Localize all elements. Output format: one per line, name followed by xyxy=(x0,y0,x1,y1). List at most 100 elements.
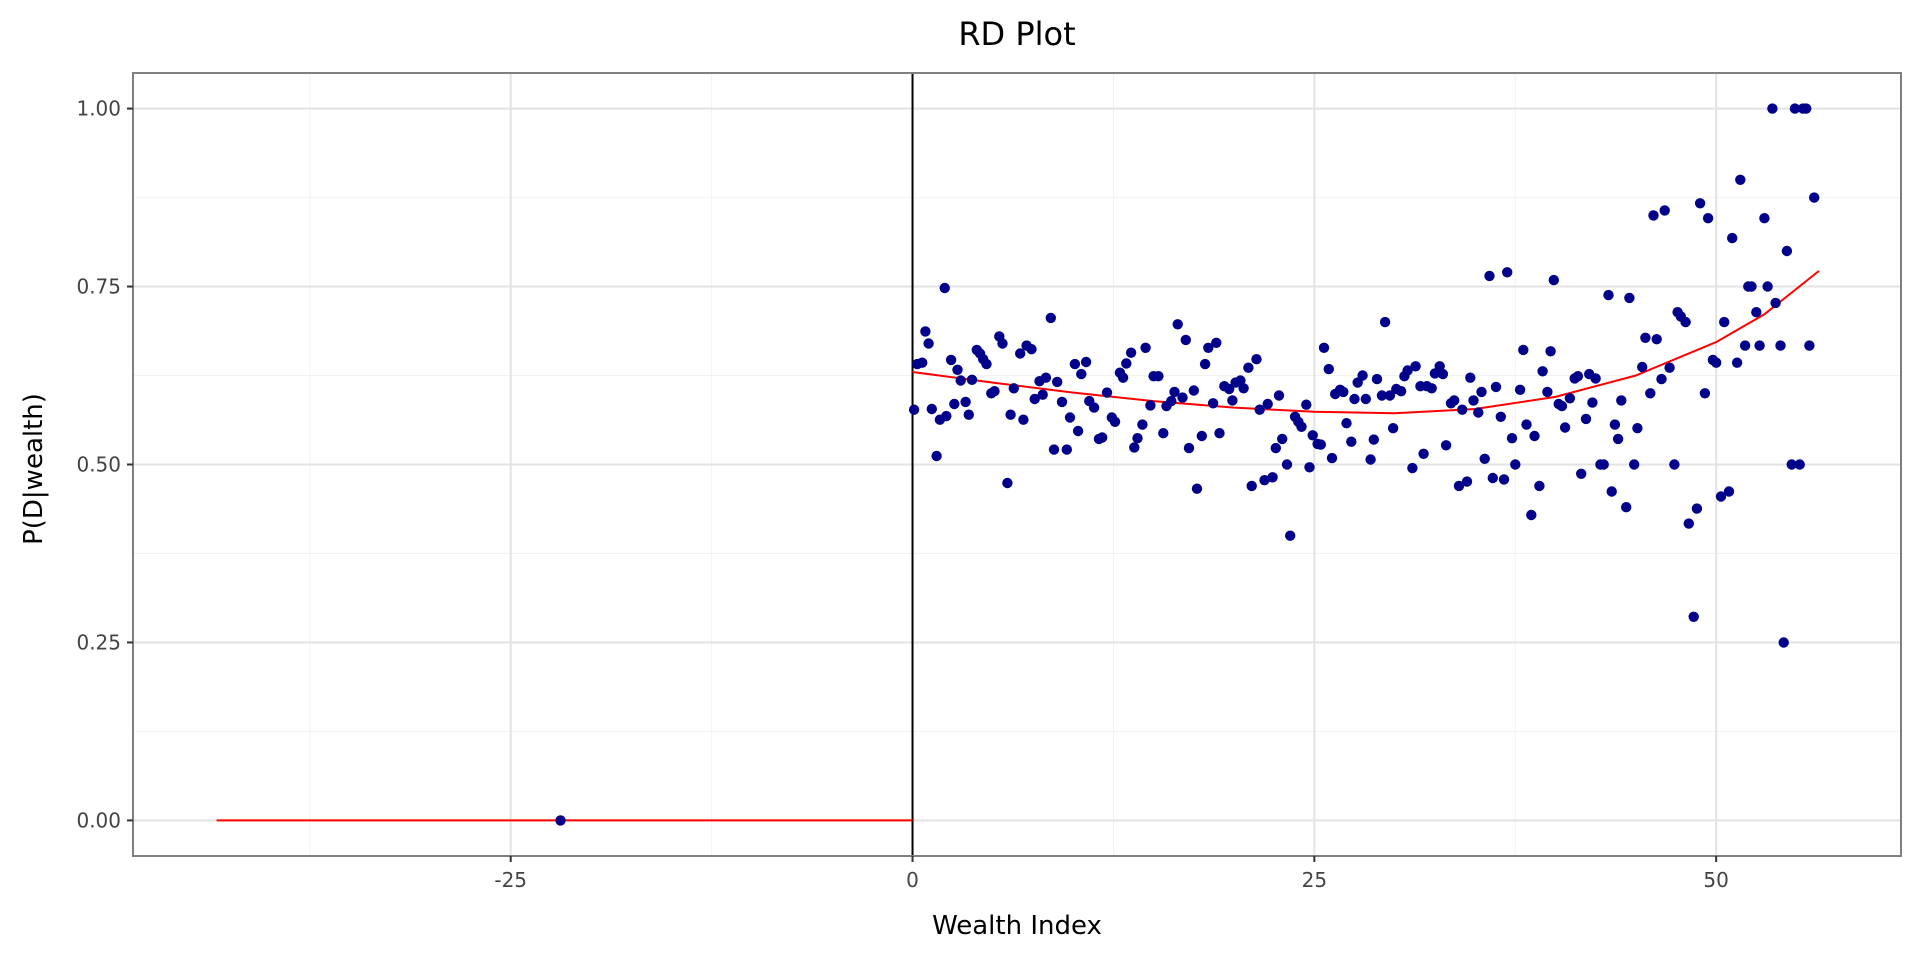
data-point xyxy=(1564,393,1576,404)
minor-gridlines xyxy=(133,73,1901,856)
data-point xyxy=(1624,292,1635,304)
data-point xyxy=(1637,361,1648,373)
data-point xyxy=(1301,399,1312,410)
data-point xyxy=(1786,459,1797,470)
data-point xyxy=(1468,395,1479,406)
data-point xyxy=(1285,530,1296,541)
data-point xyxy=(1487,472,1499,484)
data-point xyxy=(1449,395,1460,406)
data-point xyxy=(1101,387,1113,398)
data-point xyxy=(1238,383,1249,394)
data-point xyxy=(1056,396,1068,408)
data-point xyxy=(1632,423,1643,434)
data-point xyxy=(1180,334,1192,346)
data-point xyxy=(952,364,963,375)
data-point xyxy=(1598,459,1609,470)
data-point xyxy=(1735,174,1746,185)
data-point xyxy=(1008,383,1019,394)
data-point xyxy=(1379,316,1391,328)
x-tick-label: -25 xyxy=(494,868,527,892)
data-point xyxy=(1262,398,1273,410)
data-point xyxy=(1048,444,1060,455)
data-point xyxy=(1052,376,1063,388)
data-point xyxy=(1040,372,1052,383)
y-axis-title: P(D|wealth) xyxy=(19,393,49,545)
data-point xyxy=(1196,430,1208,442)
data-point xyxy=(1694,198,1706,209)
data-point xyxy=(1476,386,1487,398)
data-point xyxy=(1490,381,1502,393)
data-point xyxy=(1246,480,1257,492)
data-point xyxy=(1479,453,1490,464)
data-point xyxy=(1235,375,1246,386)
data-point xyxy=(1402,365,1413,376)
data-point xyxy=(1037,389,1048,400)
data-point xyxy=(1669,459,1680,470)
data-point xyxy=(1341,418,1352,429)
data-point xyxy=(1097,432,1108,443)
data-point xyxy=(1719,316,1730,328)
data-point xyxy=(1746,281,1757,292)
data-point xyxy=(1346,436,1357,447)
data-point xyxy=(1267,472,1278,483)
data-point xyxy=(1723,486,1735,497)
data-point xyxy=(966,374,978,385)
data-point xyxy=(1270,442,1282,454)
data-point xyxy=(1169,386,1180,398)
data-point xyxy=(1277,433,1288,445)
data-point xyxy=(1437,368,1449,380)
data-point xyxy=(1767,103,1778,114)
data-point xyxy=(1410,361,1421,372)
data-point xyxy=(1576,468,1587,479)
data-point xyxy=(1484,270,1495,282)
data-point xyxy=(1440,440,1452,451)
fit-line-right xyxy=(912,270,1820,415)
data-point xyxy=(1612,433,1624,445)
data-point xyxy=(1072,425,1084,437)
data-point xyxy=(1778,637,1789,648)
data-point xyxy=(1211,337,1222,348)
data-point xyxy=(1005,409,1016,420)
data-point xyxy=(1645,388,1656,399)
data-point xyxy=(1076,368,1087,380)
data-point xyxy=(1183,442,1195,454)
data-point xyxy=(1688,611,1699,622)
data-point xyxy=(1158,428,1169,439)
data-point xyxy=(1203,342,1214,353)
data-point xyxy=(1640,332,1651,343)
data-point xyxy=(1699,388,1711,399)
data-point xyxy=(1315,439,1327,450)
data-point xyxy=(1559,422,1571,433)
data-point xyxy=(1064,412,1076,423)
data-point xyxy=(1506,433,1518,444)
data-point xyxy=(1153,371,1164,382)
data-point xyxy=(1080,356,1092,368)
data-point xyxy=(1648,210,1659,221)
data-point xyxy=(1461,476,1473,487)
data-point xyxy=(931,450,942,462)
x-tick-label: 50 xyxy=(1703,868,1728,892)
data-point xyxy=(1587,397,1598,408)
data-point xyxy=(1188,385,1200,396)
data-point xyxy=(1804,340,1815,351)
data-point xyxy=(1395,386,1407,397)
data-point xyxy=(1606,486,1617,497)
data-point xyxy=(1002,477,1013,489)
data-point xyxy=(1545,346,1556,357)
x-axis-title: Wealth Index xyxy=(932,911,1102,941)
data-point xyxy=(1140,342,1151,353)
data-point xyxy=(1199,358,1211,370)
data-point xyxy=(1526,509,1537,521)
data-point xyxy=(908,404,920,415)
data-point xyxy=(997,338,1008,349)
data-point xyxy=(1683,518,1695,529)
data-point xyxy=(1529,430,1540,442)
data-point xyxy=(1521,419,1532,430)
data-point xyxy=(1762,281,1773,292)
data-point xyxy=(1145,400,1156,411)
data-point xyxy=(1801,103,1812,114)
data-point xyxy=(1457,404,1468,415)
data-point xyxy=(1616,395,1627,406)
data-point xyxy=(1251,354,1262,365)
